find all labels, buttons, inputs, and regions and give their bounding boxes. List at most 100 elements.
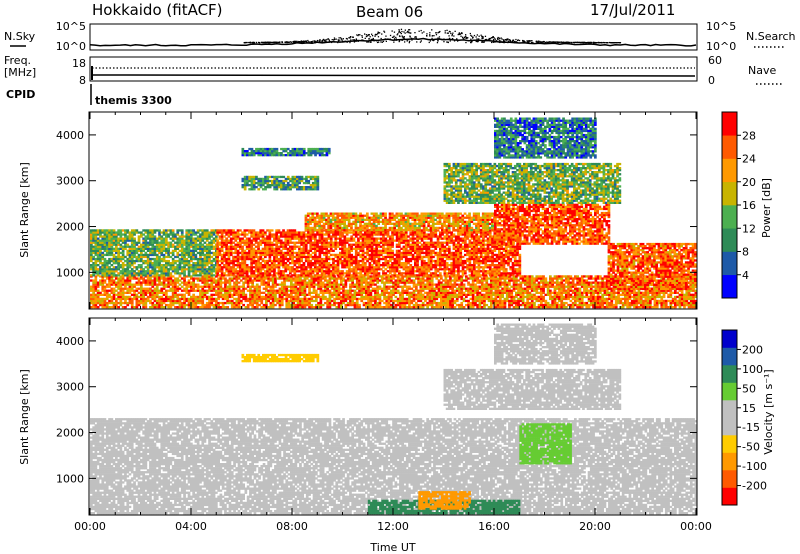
heatmap-cell bbox=[147, 262, 150, 264]
heatmap-cell bbox=[435, 284, 438, 286]
heatmap-cell bbox=[445, 300, 448, 302]
nsearch-dot bbox=[515, 39, 516, 40]
heatmap-cell bbox=[272, 300, 275, 302]
heatmap-cell bbox=[117, 254, 120, 256]
heatmap-cell bbox=[385, 282, 388, 284]
heatmap-cell bbox=[154, 284, 157, 286]
heatmap-cell bbox=[133, 260, 136, 262]
heatmap-cell bbox=[533, 302, 536, 304]
heatmap-cell bbox=[495, 304, 498, 306]
heatmap-cell bbox=[185, 248, 188, 250]
heatmap-cell bbox=[642, 292, 645, 294]
nsearch-dot bbox=[325, 41, 326, 42]
heatmap-cell bbox=[529, 277, 532, 279]
heatmap-cell bbox=[181, 282, 184, 284]
heatmap-cell bbox=[133, 298, 136, 300]
heatmap-cell bbox=[99, 282, 102, 284]
heatmap-cell bbox=[163, 277, 166, 279]
heatmap-cell bbox=[372, 282, 375, 284]
heatmap-cell bbox=[247, 282, 250, 284]
heatmap-cell bbox=[554, 275, 557, 277]
heatmap-cell bbox=[197, 279, 200, 281]
heatmap-cell bbox=[251, 286, 254, 288]
heatmap-cell bbox=[570, 288, 573, 290]
heatmap-cell bbox=[545, 284, 548, 286]
heatmap-cell bbox=[279, 290, 282, 292]
heatmap-cell bbox=[272, 284, 275, 286]
heatmap-cell bbox=[601, 284, 604, 286]
heatmap-cell bbox=[317, 282, 320, 284]
heatmap-cell bbox=[420, 290, 423, 292]
heatmap-cell bbox=[535, 292, 538, 294]
heatmap-cell bbox=[170, 272, 173, 274]
heatmap-cell bbox=[342, 296, 345, 298]
nsearch-dot bbox=[362, 37, 363, 38]
heatmap-cell bbox=[385, 279, 388, 281]
heatmap-cell bbox=[220, 284, 223, 286]
heatmap-cell bbox=[295, 284, 298, 286]
heatmap-cell bbox=[370, 286, 373, 288]
heatmap-cell bbox=[172, 290, 175, 292]
heatmap-cell bbox=[301, 306, 304, 308]
heatmap-cell bbox=[215, 294, 218, 296]
heatmap-cell bbox=[579, 277, 582, 279]
nsearch-dot bbox=[504, 41, 505, 42]
nsearch-dot bbox=[338, 40, 339, 41]
heatmap-cell bbox=[197, 290, 200, 292]
heatmap-cell bbox=[104, 264, 107, 266]
heatmap-cell bbox=[149, 284, 152, 286]
heatmap-cell bbox=[615, 302, 618, 304]
heatmap-cell bbox=[154, 264, 157, 266]
nsearch-dot bbox=[612, 42, 613, 43]
heatmap-cell bbox=[283, 284, 286, 286]
heatmap-cell bbox=[408, 300, 411, 302]
heatmap-cell bbox=[165, 286, 168, 288]
heatmap-cell bbox=[574, 290, 577, 292]
heatmap-cell bbox=[120, 229, 123, 231]
heatmap-cell bbox=[113, 258, 116, 260]
heatmap-cell bbox=[454, 296, 457, 298]
heatmap-cell bbox=[122, 250, 125, 252]
heatmap-cell bbox=[170, 262, 173, 264]
heatmap-cell bbox=[190, 298, 193, 300]
heatmap-cell bbox=[99, 272, 102, 274]
heatmap-cell bbox=[476, 298, 479, 300]
heatmap-cell bbox=[163, 246, 166, 248]
heatmap-cell bbox=[401, 286, 404, 288]
heatmap-cell bbox=[329, 302, 332, 304]
heatmap-cell bbox=[272, 306, 275, 308]
heatmap-cell bbox=[542, 275, 545, 277]
heatmap-cell bbox=[188, 298, 191, 300]
heatmap-cell bbox=[492, 300, 495, 302]
heatmap-cell bbox=[654, 302, 657, 304]
heatmap-cell bbox=[267, 282, 270, 284]
heatmap-cell bbox=[567, 279, 570, 281]
heatmap-cell bbox=[195, 304, 198, 306]
heatmap-cell bbox=[531, 275, 534, 277]
heatmap-cell bbox=[579, 294, 582, 296]
heatmap-cell bbox=[129, 296, 132, 298]
heatmap-cell bbox=[274, 294, 277, 296]
heatmap-cell bbox=[604, 286, 607, 288]
heatmap-cell bbox=[147, 248, 150, 250]
heatmap-cell bbox=[301, 279, 304, 281]
heatmap-cell bbox=[488, 286, 491, 288]
heatmap-cell bbox=[160, 292, 163, 294]
heatmap-cell bbox=[526, 275, 529, 277]
heatmap-cell bbox=[215, 290, 218, 292]
nsearch-dot bbox=[508, 41, 509, 42]
heatmap-cell bbox=[313, 286, 316, 288]
heatmap-cell bbox=[306, 304, 309, 306]
heatmap-cell bbox=[538, 292, 541, 294]
heatmap-cell bbox=[95, 250, 98, 252]
heatmap-cell bbox=[388, 296, 391, 298]
heatmap-cell bbox=[376, 306, 379, 308]
heatmap-cell bbox=[504, 284, 507, 286]
heatmap-cell bbox=[510, 277, 513, 279]
heatmap-cell bbox=[154, 246, 157, 248]
heatmap-cell bbox=[145, 304, 148, 306]
heatmap-cell bbox=[106, 231, 109, 233]
heatmap-cell bbox=[133, 296, 136, 298]
heatmap-cell bbox=[438, 279, 441, 281]
heatmap-cell bbox=[440, 282, 443, 284]
